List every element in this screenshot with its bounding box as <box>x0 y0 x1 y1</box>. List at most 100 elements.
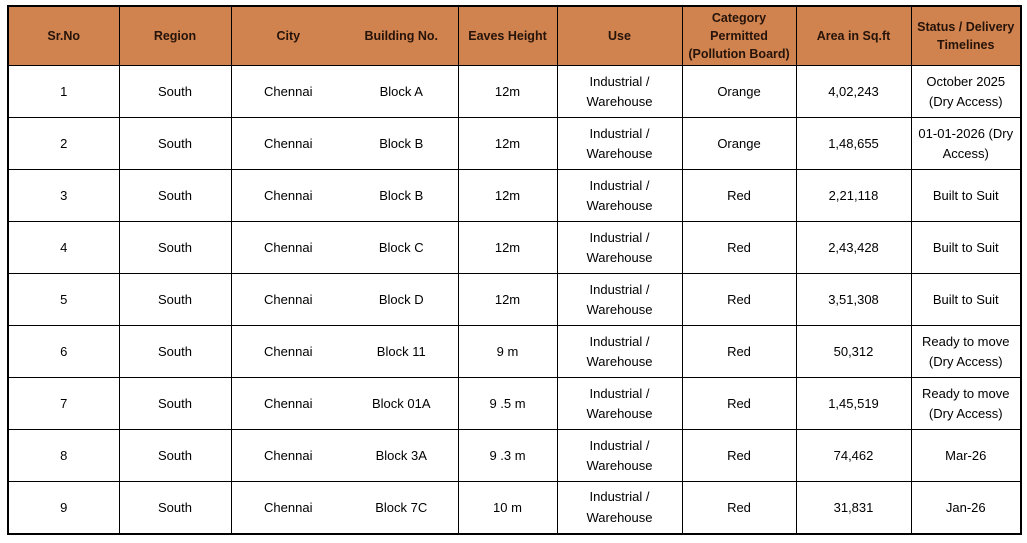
column-header-status: Status / Delivery Timelines <box>910 5 1022 67</box>
cell-sr_no: 9 <box>7 481 120 535</box>
column-header-region: Region <box>118 5 232 67</box>
cell-region: South <box>118 169 232 223</box>
cell-area: 31,831 <box>795 481 912 535</box>
cell-region: South <box>118 117 232 171</box>
cell-city: Chennai <box>230 429 345 483</box>
cell-eaves_height: 12m <box>457 221 558 275</box>
cell-category: Red <box>681 221 797 275</box>
table-row: 3 South Chennai Block B 12m Industrial / Ware… <box>7 169 1022 223</box>
cell-eaves_height: 12m <box>457 273 558 327</box>
cell-eaves_height: 9 .5 m <box>457 377 558 431</box>
cell-status: Built to Suit <box>910 169 1022 223</box>
cell-category: Red <box>681 429 797 483</box>
cell-status: 01-01-2026 (Dry Access) <box>910 117 1022 171</box>
cell-use: Industrial / Warehouse <box>556 221 683 275</box>
cell-area: 2,21,118 <box>795 169 912 223</box>
cell-category: Orange <box>681 65 797 119</box>
cell-eaves_height: 9 .3 m <box>457 429 558 483</box>
cell-area: 1,48,655 <box>795 117 912 171</box>
cell-category: Orange <box>681 117 797 171</box>
cell-eaves_height: 10 m <box>457 481 558 535</box>
cell-sr_no: 7 <box>7 377 120 431</box>
cell-sr_no: 4 <box>7 221 120 275</box>
cell-category: Red <box>681 169 797 223</box>
cell-category: Red <box>681 325 797 379</box>
cell-status: Built to Suit <box>910 221 1022 275</box>
column-header-area: Area in Sq.ft <box>795 5 912 67</box>
cell-status: Built to Suit <box>910 273 1022 327</box>
cell-status: Mar-26 <box>910 429 1022 483</box>
cell-sr_no: 3 <box>7 169 120 223</box>
cell-area: 3,51,308 <box>795 273 912 327</box>
cell-building_no: Block D <box>345 273 459 327</box>
cell-eaves_height: 9 m <box>457 325 558 379</box>
cell-building_no: Block 3A <box>345 429 459 483</box>
cell-eaves_height: 12m <box>457 65 558 119</box>
cell-area: 2,43,428 <box>795 221 912 275</box>
cell-status: Jan-26 <box>910 481 1022 535</box>
table-row: 1 South Chennai Block A 12m Industrial / Ware… <box>7 65 1022 119</box>
warehouse-availability-table: Sr.No Region City Building No. Eaves Height U… <box>7 5 1022 535</box>
column-header-sr_no: Sr.No <box>7 5 120 67</box>
cell-category: Red <box>681 273 797 327</box>
cell-building_no: Block A <box>345 65 459 119</box>
cell-area: 4,02,243 <box>795 65 912 119</box>
cell-status: Ready to move (Dry Access) <box>910 325 1022 379</box>
cell-sr_no: 2 <box>7 117 120 171</box>
cell-region: South <box>118 65 232 119</box>
cell-region: South <box>118 325 232 379</box>
table-row: 2 South Chennai Block B 12m Industrial / Ware… <box>7 117 1022 171</box>
cell-building_no: Block B <box>345 117 459 171</box>
cell-city: Chennai <box>230 221 345 275</box>
cell-use: Industrial / Warehouse <box>556 117 683 171</box>
cell-sr_no: 6 <box>7 325 120 379</box>
cell-use: Industrial / Warehouse <box>556 273 683 327</box>
cell-sr_no: 8 <box>7 429 120 483</box>
cell-category: Red <box>681 481 797 535</box>
cell-city: Chennai <box>230 273 345 327</box>
cell-city: Chennai <box>230 169 345 223</box>
cell-use: Industrial / Warehouse <box>556 377 683 431</box>
table-row: 5 South Chennai Block D 12m Industrial / Ware… <box>7 273 1022 327</box>
table-row: 6 South Chennai Block 11 9 m Industrial / War… <box>7 325 1022 379</box>
table-row: 9 South Chennai Block 7C 10 m Industrial / Wa… <box>7 481 1022 535</box>
cell-area: 74,462 <box>795 429 912 483</box>
cell-area: 50,312 <box>795 325 912 379</box>
cell-use: Industrial / Warehouse <box>556 65 683 119</box>
cell-use: Industrial / Warehouse <box>556 325 683 379</box>
column-header-category: Category Permitted (Pollution Board) <box>681 5 797 67</box>
cell-city: Chennai <box>230 481 345 535</box>
cell-building_no: Block 11 <box>345 325 459 379</box>
cell-city: Chennai <box>230 377 345 431</box>
cell-category: Red <box>681 377 797 431</box>
cell-region: South <box>118 429 232 483</box>
cell-eaves_height: 12m <box>457 169 558 223</box>
column-header-use: Use <box>556 5 683 67</box>
cell-eaves_height: 12m <box>457 117 558 171</box>
cell-region: South <box>118 221 232 275</box>
cell-sr_no: 1 <box>7 65 120 119</box>
table-body: 1 South Chennai Block A 12m Industrial / Ware… <box>7 65 1022 535</box>
table-row: 4 South Chennai Block C 12m Industrial / Ware… <box>7 221 1022 275</box>
table-row: 8 South Chennai Block 3A 9 .3 m Industrial / … <box>7 429 1022 483</box>
cell-building_no: Block C <box>345 221 459 275</box>
cell-city: Chennai <box>230 325 345 379</box>
column-header-eaves_height: Eaves Height <box>457 5 558 67</box>
cell-sr_no: 5 <box>7 273 120 327</box>
header-row: Sr.No Region City Building No. Eaves Height U… <box>7 5 1022 67</box>
cell-building_no: Block B <box>345 169 459 223</box>
cell-area: 1,45,519 <box>795 377 912 431</box>
cell-use: Industrial / Warehouse <box>556 169 683 223</box>
cell-region: South <box>118 273 232 327</box>
table-row: 7 South Chennai Block 01A 9 .5 m Industrial /… <box>7 377 1022 431</box>
cell-use: Industrial / Warehouse <box>556 481 683 535</box>
cell-city: Chennai <box>230 65 345 119</box>
cell-building_no: Block 7C <box>345 481 459 535</box>
cell-status: Ready to move (Dry Access) <box>910 377 1022 431</box>
cell-region: South <box>118 377 232 431</box>
column-header-building_no: Building No. <box>345 5 459 67</box>
cell-city: Chennai <box>230 117 345 171</box>
cell-region: South <box>118 481 232 535</box>
cell-building_no: Block 01A <box>345 377 459 431</box>
